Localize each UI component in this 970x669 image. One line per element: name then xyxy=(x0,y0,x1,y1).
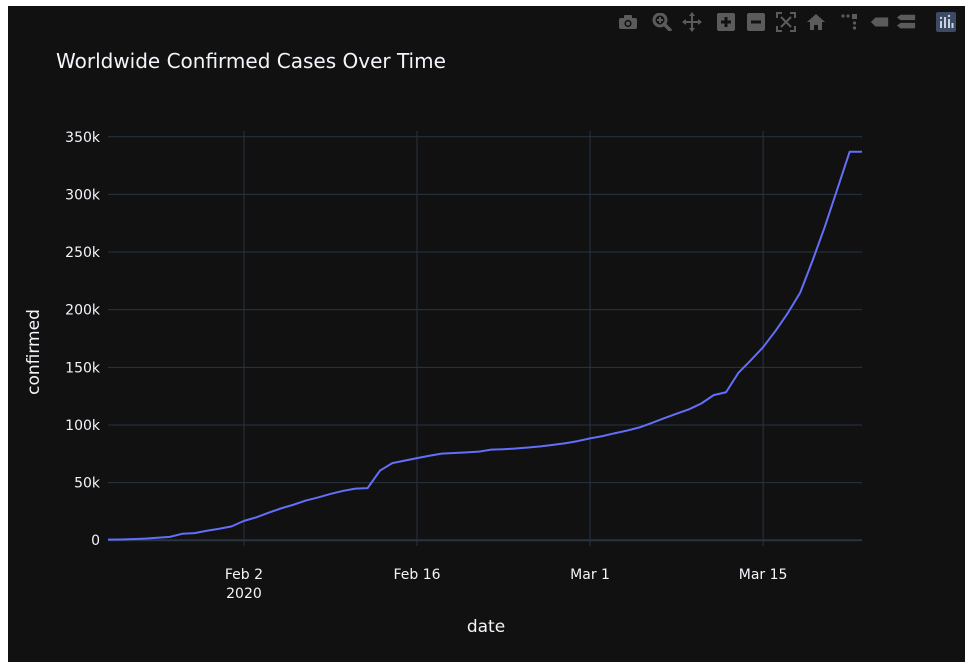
chart-figure: 0 50k 100k 150k 200k 250k 300k 350k Feb 2 2020 Fe… xyxy=(8,6,965,662)
autoscale-icon[interactable] xyxy=(776,11,796,33)
home-icon[interactable] xyxy=(806,11,826,33)
y-tick-labels: 0 50k 100k 150k 200k 250k 300k 350k xyxy=(65,130,101,549)
pan-icon[interactable] xyxy=(682,11,702,33)
y-tick-label: 50k xyxy=(74,476,101,492)
plotly-logo-icon[interactable] xyxy=(936,11,956,33)
y-tick-label: 300k xyxy=(65,187,101,203)
y-tick-label: 0 xyxy=(91,533,100,549)
grid-layer xyxy=(108,131,862,546)
y-tick-label: 350k xyxy=(65,130,101,146)
zoom-icon[interactable] xyxy=(652,11,672,33)
y-tick-label: 100k xyxy=(65,418,101,434)
zoom-out-icon[interactable] xyxy=(746,11,766,33)
camera-icon[interactable] xyxy=(618,11,638,33)
series-line[interactable] xyxy=(107,150,862,541)
x-axis-title: date xyxy=(467,617,505,637)
hover-compare-icon[interactable] xyxy=(896,11,916,33)
x-tick-label: Feb 16 xyxy=(393,567,440,583)
x-tick-label: Feb 2 xyxy=(225,567,263,583)
y-tick-label: 250k xyxy=(65,245,101,261)
x-tick-label: Mar 1 xyxy=(570,567,610,583)
chart-title: Worldwide Confirmed Cases Over Time xyxy=(56,49,446,73)
y-axis-title: confirmed xyxy=(24,309,44,395)
zoom-in-icon[interactable] xyxy=(716,11,736,33)
y-tick-label: 200k xyxy=(65,303,101,319)
x-tick-labels: Feb 2 2020 Feb 16 Mar 1 Mar 15 xyxy=(225,567,788,602)
y-tick-label: 150k xyxy=(65,360,101,376)
x-tick-year-label: 2020 xyxy=(226,586,262,602)
spike-lines-icon[interactable] xyxy=(840,11,860,33)
x-tick-label: Mar 15 xyxy=(739,567,788,583)
modebar xyxy=(608,11,956,33)
hover-closest-icon[interactable] xyxy=(870,11,890,33)
series-layer[interactable] xyxy=(107,150,862,541)
plot-background xyxy=(8,6,965,662)
